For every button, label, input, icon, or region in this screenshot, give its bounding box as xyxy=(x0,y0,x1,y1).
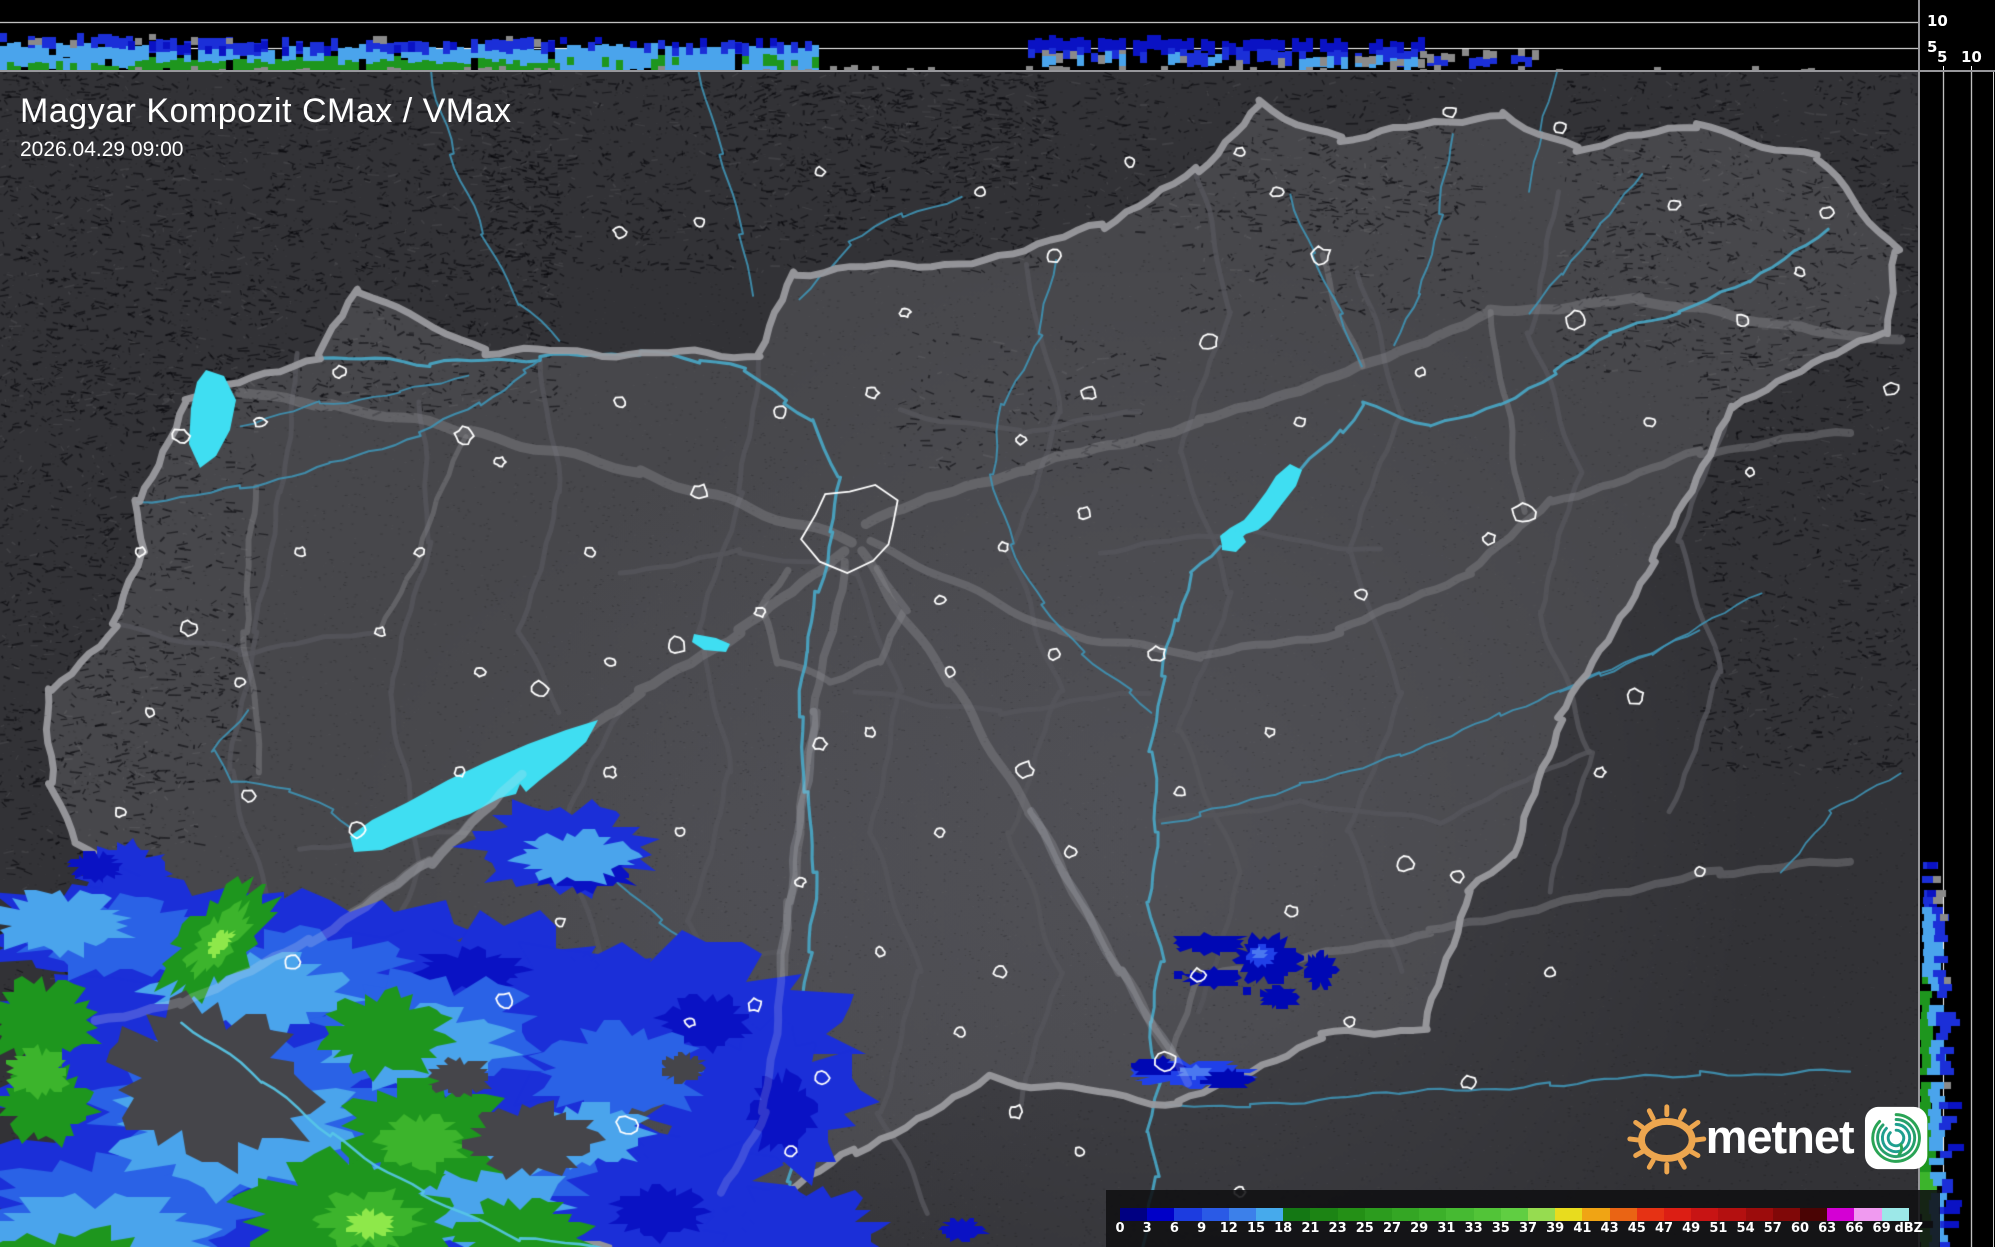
scale-tick xyxy=(1971,66,1972,72)
right-profile-canvas xyxy=(1920,72,1995,1247)
dbz-cell xyxy=(1636,1208,1665,1221)
logo-text: metnet xyxy=(1705,1109,1855,1163)
dbz-cell xyxy=(1827,1208,1855,1221)
dbz-label: 3 xyxy=(1142,1221,1152,1236)
dbz-cell xyxy=(1446,1208,1475,1221)
dbz-cell xyxy=(1500,1208,1529,1221)
dbz-label: 18 xyxy=(1274,1221,1293,1236)
dbz-label: 35 xyxy=(1491,1221,1510,1236)
dbz-label: 63 xyxy=(1818,1221,1837,1236)
dbz-label: dBZ xyxy=(1894,1221,1924,1236)
dbz-label: 25 xyxy=(1355,1221,1374,1236)
dbz-cell xyxy=(1228,1208,1257,1221)
title-block: Magyar Kompozit CMax / VMax 2026.04.29 0… xyxy=(20,92,512,162)
sun-icon xyxy=(1627,1104,1707,1175)
dbz-label: 54 xyxy=(1736,1221,1755,1236)
dbz-cell xyxy=(1664,1208,1692,1221)
dbz-label: 0 xyxy=(1115,1221,1125,1236)
page-title: Magyar Kompozit CMax / VMax xyxy=(20,92,512,130)
dbz-label: 23 xyxy=(1328,1221,1347,1236)
dbz-cell xyxy=(1310,1208,1339,1221)
scale-tick xyxy=(1943,66,1944,72)
dbz-label: 66 xyxy=(1845,1221,1864,1236)
dbz-cell xyxy=(1337,1208,1366,1221)
dbz-label: 39 xyxy=(1546,1221,1565,1236)
dbz-cell xyxy=(1174,1208,1203,1221)
dbz-cell xyxy=(1772,1208,1801,1221)
height-label-5km-top: 5 xyxy=(1927,38,1938,56)
height-label-10km-right: 10 xyxy=(1961,48,1982,66)
dbz-label: 9 xyxy=(1197,1221,1207,1236)
dbz-cell xyxy=(1283,1208,1311,1221)
dbz-cell xyxy=(1419,1208,1447,1221)
panel-divider-vertical xyxy=(1918,0,1920,1247)
dbz-label: 21 xyxy=(1301,1221,1320,1236)
dbz-label: 29 xyxy=(1410,1221,1429,1236)
dbz-cell xyxy=(1881,1208,1910,1221)
dbz-label: 69 xyxy=(1872,1221,1891,1236)
dbz-cell xyxy=(1147,1208,1175,1221)
dbz-cell xyxy=(1582,1208,1611,1221)
top-profile-canvas xyxy=(0,0,1920,72)
dbz-cell xyxy=(1609,1208,1638,1221)
dbz-label: 15 xyxy=(1246,1221,1266,1236)
right-edge-line xyxy=(1993,72,1994,1247)
dbz-label: 51 xyxy=(1709,1221,1728,1236)
dbz-cell xyxy=(1718,1208,1747,1221)
dbz-label: 33 xyxy=(1464,1221,1483,1236)
dbz-label: 41 xyxy=(1573,1221,1592,1236)
dbz-label: 47 xyxy=(1654,1221,1674,1236)
radar-map-canvas xyxy=(0,72,1920,1247)
dbz-cell xyxy=(1201,1208,1230,1221)
dbz-cell xyxy=(1120,1208,1148,1221)
dbz-cell xyxy=(1256,1208,1284,1221)
dbz-label: 37 xyxy=(1518,1221,1538,1236)
dbz-label: 43 xyxy=(1600,1221,1619,1236)
dbz-label: 45 xyxy=(1627,1221,1646,1236)
dbz-label: 12 xyxy=(1219,1221,1238,1236)
dbz-label: 49 xyxy=(1682,1221,1701,1236)
dbz-colorbar: 0 3 6 9 12 15 18 21 23 25 27 29 31 33 35 37 39 41 43 45 47 49… xyxy=(1106,1190,1940,1247)
dbz-cell xyxy=(1800,1208,1828,1221)
metnet-app-icon xyxy=(1864,1106,1928,1170)
dbz-cell xyxy=(1854,1208,1883,1221)
height-label-5km-right: 5 xyxy=(1937,48,1948,66)
dbz-cell xyxy=(1745,1208,1774,1221)
panel-divider-horizontal xyxy=(0,70,1995,72)
dbz-cell xyxy=(1555,1208,1583,1221)
dbz-label: 6 xyxy=(1169,1221,1179,1236)
timestamp: 2026.04.29 09:00 xyxy=(20,138,184,161)
metnet-logo[interactable]: metnet xyxy=(1622,1096,1928,1180)
dbz-cell xyxy=(1691,1208,1719,1221)
dbz-cell xyxy=(1473,1208,1502,1221)
dbz-label: 60 xyxy=(1790,1221,1810,1236)
dbz-label: 57 xyxy=(1763,1221,1782,1236)
dbz-label: 31 xyxy=(1437,1221,1456,1236)
dbz-cell xyxy=(1528,1208,1556,1221)
height-scale-corner: 10 5 5 10 xyxy=(1920,0,1995,72)
height-label-10km-top: 10 xyxy=(1927,12,1948,30)
dbz-cell xyxy=(1392,1208,1420,1221)
dbz-label: 27 xyxy=(1382,1221,1402,1236)
dbz-cell xyxy=(1364,1208,1393,1221)
